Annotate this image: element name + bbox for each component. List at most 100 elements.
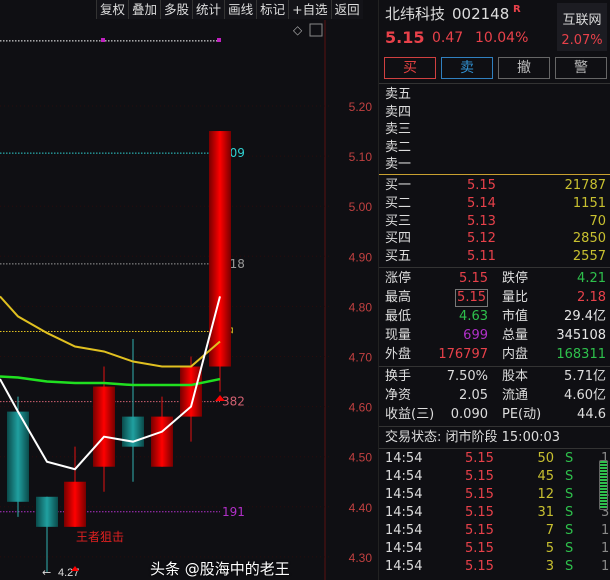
stat-label: 最高 [385,290,412,305]
bid-label: 买一 [385,178,412,193]
toolbar-button[interactable]: 返回 [330,0,363,19]
toolbar-button[interactable]: 统计 [192,0,224,19]
trade-time: 14:54 [385,505,423,520]
panel-toggle-icon [309,23,323,37]
trade-price: 5.15 [465,469,494,484]
trade-row: 14:54 5.15 31 S 3 [385,504,610,522]
bid-price: 5.13 [467,213,496,229]
price-row: 5.15 0.47 10.04% [385,29,606,47]
stock-name: 北纬科技 [385,5,446,23]
trade-volume: 31 [537,505,554,520]
stat-label: 净资 [385,388,412,403]
bid-volume: 2850 [572,231,606,247]
bid-price: 5.12 [467,231,496,247]
stat-value: 4.60亿 [564,388,606,403]
stat-label: 市值 [502,309,529,324]
trade-price: 5.15 [465,541,494,556]
stat-row: 收益(三) 0.090 PE(动) 44.6 [385,406,606,424]
y-tick-label: 4.30 [349,551,373,565]
trade-row: 14:54 5.15 50 S 1 [385,450,609,468]
bid-row: 买五 5.11 2557 [385,248,606,266]
ask-row: 卖四 [385,104,606,122]
trade-side: S [565,487,574,502]
stat-value: 7.50% [446,369,488,384]
alert-button[interactable]: 警 [555,57,607,79]
y-tick-label: 4.90 [349,250,373,264]
ask-row: 卖五 [385,86,606,104]
sector-name: 互联网 [562,13,602,28]
trade-time: 14:54 [385,451,423,466]
y-tick-label: 4.50 [349,451,373,465]
sector-box[interactable]: 互联网 2.07% [557,3,607,51]
toolbar-button[interactable]: 复权 [96,0,128,19]
stat-value: 5.15 [459,271,488,286]
chart-toolbar: 复权 叠加 多股 统计 画线 标记 +自选 返回 [96,0,363,19]
toolbar-button[interactable]: +自选 [288,0,330,19]
trade-time: 14:54 [385,541,423,556]
stat-label: 现量 [385,328,412,343]
arrow-left-icon: ← [42,566,51,579]
bid-row: 买四 5.12 2850 [385,230,606,248]
trade-time: 14:54 [385,559,423,574]
stat-value: 2.05 [459,388,488,403]
stat-row: 最高 5.15 量比 2.18 [385,289,606,307]
stat-row: 涨停 5.15 跌停 4.21 [385,270,606,288]
signal-arrow-icon [71,566,79,571]
stat-value: 345108 [556,328,606,343]
trading-status: 交易状态: 闭市阶段 15:00:03 [385,430,561,445]
bid-price: 5.15 [467,178,496,193]
toolbar-button[interactable]: 多股 [160,0,192,19]
trade-side: S [565,505,574,520]
trade-count: 3 [601,505,610,520]
ask-row: 卖三 [385,121,606,139]
trade-count: 1 [601,523,610,538]
toolbar-button[interactable]: 叠加 [128,0,160,19]
fib-level-label: 382 [222,395,245,409]
bid-row: 买一 5.15 21787 [385,177,606,195]
bid-label: 买四 [385,231,412,247]
stat-label: 外盘 [385,347,412,362]
trade-volume: 5 [545,541,554,556]
stat-label: 跌停 [502,271,529,286]
stat-row: 外盘 176797 内盘 168311 [385,346,606,364]
diamond-icon: ◇ [293,23,303,37]
stat-row: 换手 7.50% 股本 5.71亿 [385,368,606,386]
trade-price: 5.15 [465,505,494,520]
candle-body [180,366,202,417]
trade-volume: 7 [545,523,554,538]
price-change-pct: 10.04% [475,30,529,46]
toolbar-button[interactable]: 画线 [224,0,256,19]
candlestick-chart[interactable]: 5.20 5.10 5.00 4.90 4.80 4.70 4.60 4.50 4.40 4.30… [0,20,378,580]
bid-row: 买二 5.14 1151 [385,195,606,213]
sector-pct: 2.07% [561,33,603,48]
toolbar-button[interactable]: 标记 [256,0,288,19]
price-change: 0.47 [432,30,464,46]
ask-label: 卖一 [385,157,412,172]
y-tick-label: 4.80 [349,300,373,314]
sell-button[interactable]: 卖 [441,57,493,79]
stat-label: 内盘 [502,347,529,362]
trades-scrollbar[interactable] [599,460,608,510]
trade-side: S [565,469,574,484]
stat-value: 4.21 [577,271,606,286]
stat-value: 29.4亿 [564,309,606,324]
trade-side: S [565,559,574,574]
bid-label: 买五 [385,249,412,265]
marker-icon [101,38,105,42]
candle-body [151,416,173,467]
trade-volume: 45 [537,469,554,484]
trade-price: 5.15 [465,523,494,538]
bid-volume: 1151 [572,195,606,211]
stat-label: 量比 [502,290,529,305]
trade-time: 14:54 [385,469,423,484]
stat-value: 0.090 [450,407,488,422]
trade-row: 14:545.1512S4 [385,486,609,504]
stat-value: 168311 [556,347,606,362]
candle-body [93,386,115,467]
stat-label: 股本 [502,369,529,384]
trade-price: 5.15 [465,559,494,574]
cancel-button[interactable]: 撤 [498,57,550,79]
buy-button[interactable]: 买 [384,57,436,79]
last-price: 5.15 [385,28,425,47]
